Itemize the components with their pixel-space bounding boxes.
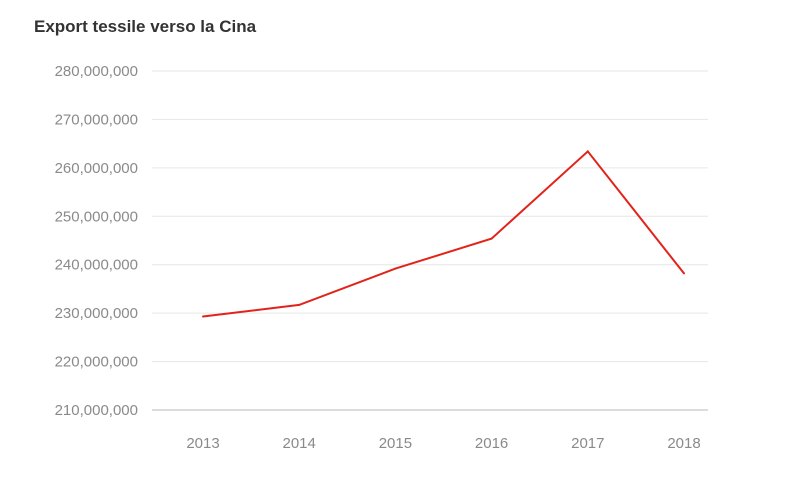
y-tick-label: 270,000,000 <box>55 111 138 128</box>
x-tick-label: 2014 <box>283 435 316 452</box>
x-tick-label: 2018 <box>667 435 700 452</box>
series-layer <box>202 149 685 318</box>
gridlines <box>152 70 708 411</box>
x-tick-label: 2016 <box>475 435 508 452</box>
x-tick-label: 2015 <box>379 435 412 452</box>
y-tick-label: 240,000,000 <box>55 257 138 274</box>
series-line <box>202 149 685 318</box>
y-tick-label: 250,000,000 <box>55 208 138 225</box>
y-tick-label: 280,000,000 <box>55 63 138 80</box>
data-point <box>683 272 685 275</box>
y-tick-label: 220,000,000 <box>55 354 138 371</box>
y-axis-ticks: 280,000,000 270,000,000 260,000,000 250,000… <box>55 63 138 419</box>
data-point <box>490 237 493 240</box>
x-tick-label: 2017 <box>571 435 604 452</box>
chart-title: Export tessile verso la Cina <box>34 17 257 36</box>
y-tick-label: 230,000,000 <box>55 305 138 322</box>
y-tick-label: 210,000,000 <box>55 402 138 419</box>
data-point <box>586 150 589 153</box>
x-axis-ticks: 2013 2014 2015 2016 2017 2018 <box>186 435 700 452</box>
data-point <box>298 303 301 306</box>
data-point <box>394 267 397 270</box>
y-tick-label: 260,000,000 <box>55 160 138 177</box>
data-point <box>202 315 204 318</box>
x-tick-label: 2013 <box>186 435 219 452</box>
